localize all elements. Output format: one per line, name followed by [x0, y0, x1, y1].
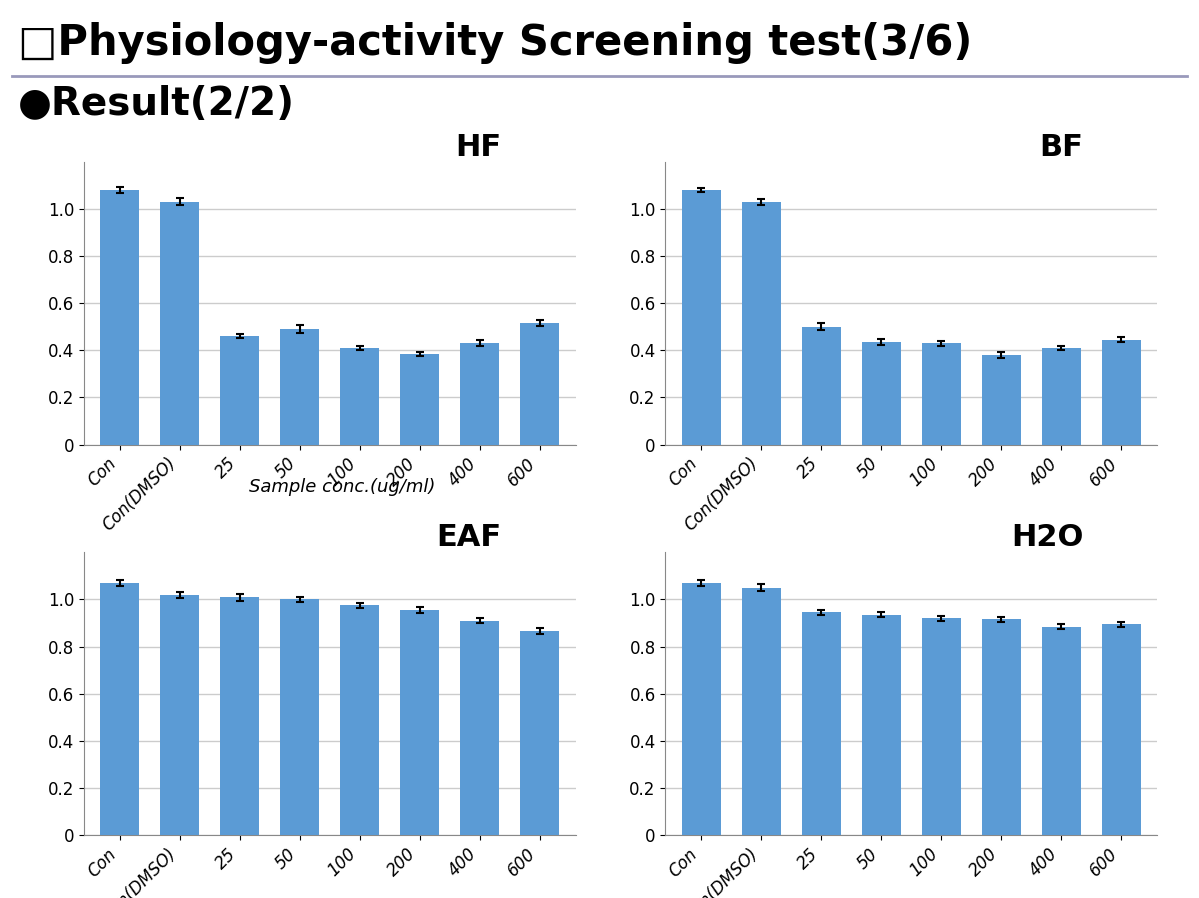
Bar [101, 583, 139, 835]
Text: HF: HF [456, 133, 501, 162]
Bar [460, 343, 499, 445]
Bar [341, 605, 379, 835]
Bar [682, 583, 721, 835]
Bar [802, 327, 840, 445]
Bar [922, 343, 960, 445]
Bar [802, 612, 840, 835]
Bar [161, 594, 199, 835]
Bar [1042, 348, 1080, 445]
Bar [460, 621, 499, 835]
Bar [281, 329, 319, 445]
Bar [1102, 339, 1140, 445]
Text: ●Result(2/2): ●Result(2/2) [18, 85, 295, 123]
Bar [161, 202, 199, 445]
Bar [341, 348, 379, 445]
Bar [520, 323, 559, 445]
Bar [742, 587, 781, 835]
Bar [682, 189, 721, 445]
Bar [922, 618, 960, 835]
Bar [400, 610, 439, 835]
Text: EAF: EAF [436, 524, 501, 552]
Bar [862, 342, 900, 445]
Bar [742, 202, 781, 445]
Bar [862, 615, 900, 835]
Bar [221, 336, 259, 445]
Text: Sample conc.(ug/ml): Sample conc.(ug/ml) [248, 478, 435, 496]
Text: H2O: H2O [1011, 524, 1084, 552]
Bar [400, 354, 439, 445]
Bar [982, 620, 1020, 835]
Bar [982, 355, 1020, 445]
Bar [101, 189, 139, 445]
Bar [1042, 627, 1080, 835]
Text: BF: BF [1040, 133, 1084, 162]
Bar [1102, 624, 1140, 835]
Bar [281, 600, 319, 835]
Bar [520, 631, 559, 835]
Bar [221, 597, 259, 835]
Text: □Physiology-activity Screening test(3/6): □Physiology-activity Screening test(3/6) [18, 22, 972, 65]
